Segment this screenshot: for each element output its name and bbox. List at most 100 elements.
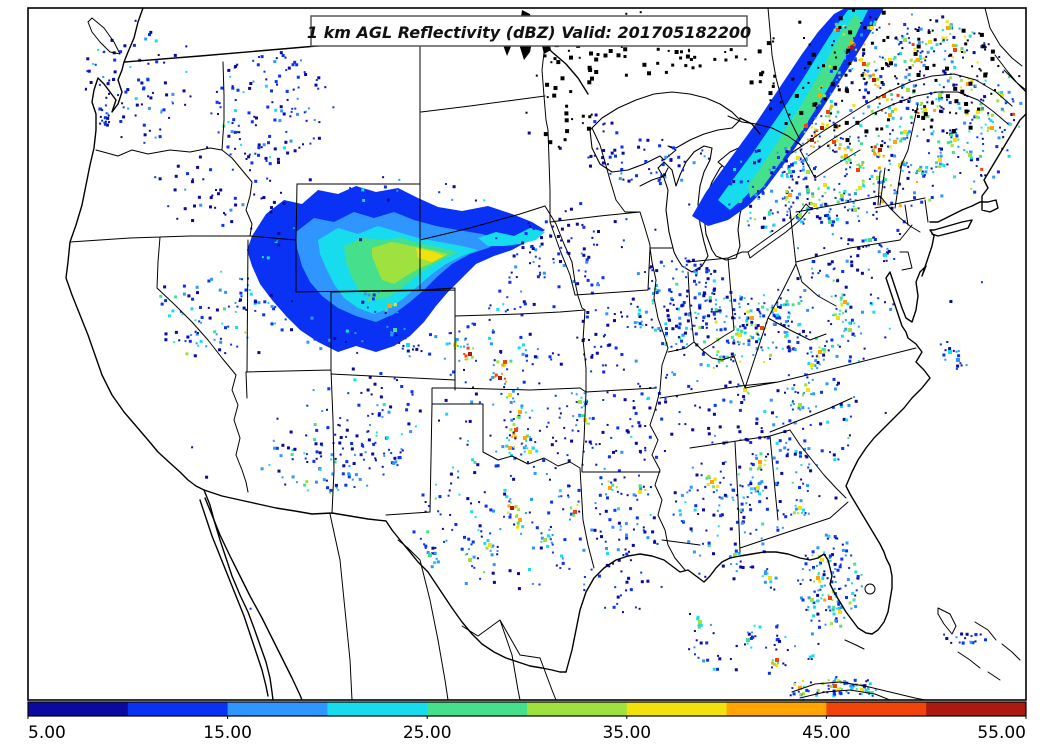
radar-pixel [597, 230, 600, 233]
radar-pixel [845, 597, 848, 600]
radar-pixel [895, 77, 898, 80]
radar-pixel [237, 124, 240, 127]
radar-pixel [804, 176, 808, 180]
radar-pixel [816, 140, 819, 143]
radar-pixel [483, 541, 487, 545]
radar-pixel [445, 183, 447, 185]
lake-speckle [848, 62, 852, 65]
radar-pixel [101, 109, 104, 112]
radar-pixel [563, 426, 566, 429]
radar-pixel [276, 157, 280, 161]
radar-pixel [803, 447, 806, 451]
radar-pixel [827, 687, 830, 690]
radar-pixel [942, 38, 945, 41]
radar-pixel [903, 23, 907, 26]
radar-speckle-field [98, 104, 110, 126]
radar-pixel [506, 308, 509, 311]
radar-pixel [780, 165, 783, 168]
radar-pixel [174, 295, 178, 299]
radar-pixel [860, 332, 862, 335]
radar-pixel [337, 336, 341, 340]
radar-pixel [837, 602, 841, 606]
radar-pixel [901, 169, 904, 172]
radar-pixel [637, 421, 641, 425]
radar-pixel [946, 132, 949, 134]
radar-pixel [479, 577, 482, 580]
radar-pixel [458, 493, 461, 496]
radar-pixel [863, 347, 866, 350]
storm-cell [831, 601, 853, 620]
radar-pixel [835, 354, 839, 358]
radar-pixel [399, 192, 402, 195]
radar-pixel [327, 387, 331, 391]
radar-pixel [715, 365, 718, 368]
radar-pixel [522, 369, 524, 372]
radar-pixel [812, 145, 815, 148]
radar-pixel [713, 269, 717, 273]
lake-speckle [875, 127, 879, 131]
radar-pixel [843, 616, 846, 619]
radar-pixel [515, 416, 518, 419]
radar-pixel [1000, 107, 1004, 111]
radar-pixel [424, 544, 428, 548]
radar-pixel [854, 594, 857, 597]
radar-pixel [930, 167, 933, 170]
radar-pixel [390, 333, 394, 337]
radar-pixel [812, 567, 815, 570]
radar-pixel [314, 83, 318, 87]
radar-pixel [819, 204, 823, 208]
radar-pixel [751, 453, 754, 456]
radar-pixel [828, 210, 831, 213]
radar-pixel [491, 375, 495, 379]
radar-pixel [239, 298, 242, 302]
radar-pixel [470, 543, 473, 546]
radar-pixel [643, 148, 646, 151]
radar-pixel [312, 459, 316, 463]
radar-pixel [293, 447, 297, 451]
radar-pixel [219, 340, 223, 344]
radar-pixel [678, 316, 682, 320]
radar-pixel [747, 631, 749, 634]
radar-pixel [704, 315, 707, 318]
storm-cell [858, 54, 871, 73]
radar-pixel [374, 457, 377, 460]
radar-pixel [923, 174, 926, 177]
radar-pixel [607, 480, 610, 483]
radar-speckle-field [84, 19, 192, 144]
radar-speckle-field [590, 507, 659, 557]
radar-pixel [284, 140, 288, 144]
radar-pixel [730, 335, 734, 339]
radar-pixel [210, 277, 214, 281]
radar-pixel [695, 639, 698, 642]
radar-pixel [205, 345, 208, 348]
radar-pixel [811, 267, 813, 270]
radar-pixel [845, 173, 848, 176]
radar-pixel [917, 41, 921, 45]
radar-pixel [298, 146, 301, 149]
radar-pixel [287, 446, 290, 450]
radar-pixel [986, 129, 989, 132]
radar-pixel [848, 434, 851, 437]
radar-pixel [907, 100, 911, 103]
lake-speckle [784, 122, 788, 125]
radar-pixel [532, 302, 536, 306]
radar-pixel [592, 230, 595, 233]
radar-pixel [699, 641, 703, 645]
radar-pixel [638, 315, 642, 318]
radar-pixel [772, 423, 776, 427]
radar-pixel [930, 132, 934, 136]
radar-pixel [888, 327, 891, 330]
lake-speckle [945, 94, 950, 99]
radar-pixel [774, 576, 778, 580]
radar-pixel [716, 667, 719, 671]
radar-pixel [551, 534, 554, 536]
radar-pixel [775, 441, 779, 445]
radar-pixel [388, 298, 390, 301]
radar-pixel [727, 341, 730, 344]
radar-pixel [155, 60, 159, 64]
radar-pixel [1013, 119, 1015, 122]
radar-pixel [613, 319, 616, 323]
radar-pixel [857, 325, 860, 328]
radar-pixel [495, 450, 498, 453]
radar-pixel [869, 22, 872, 25]
